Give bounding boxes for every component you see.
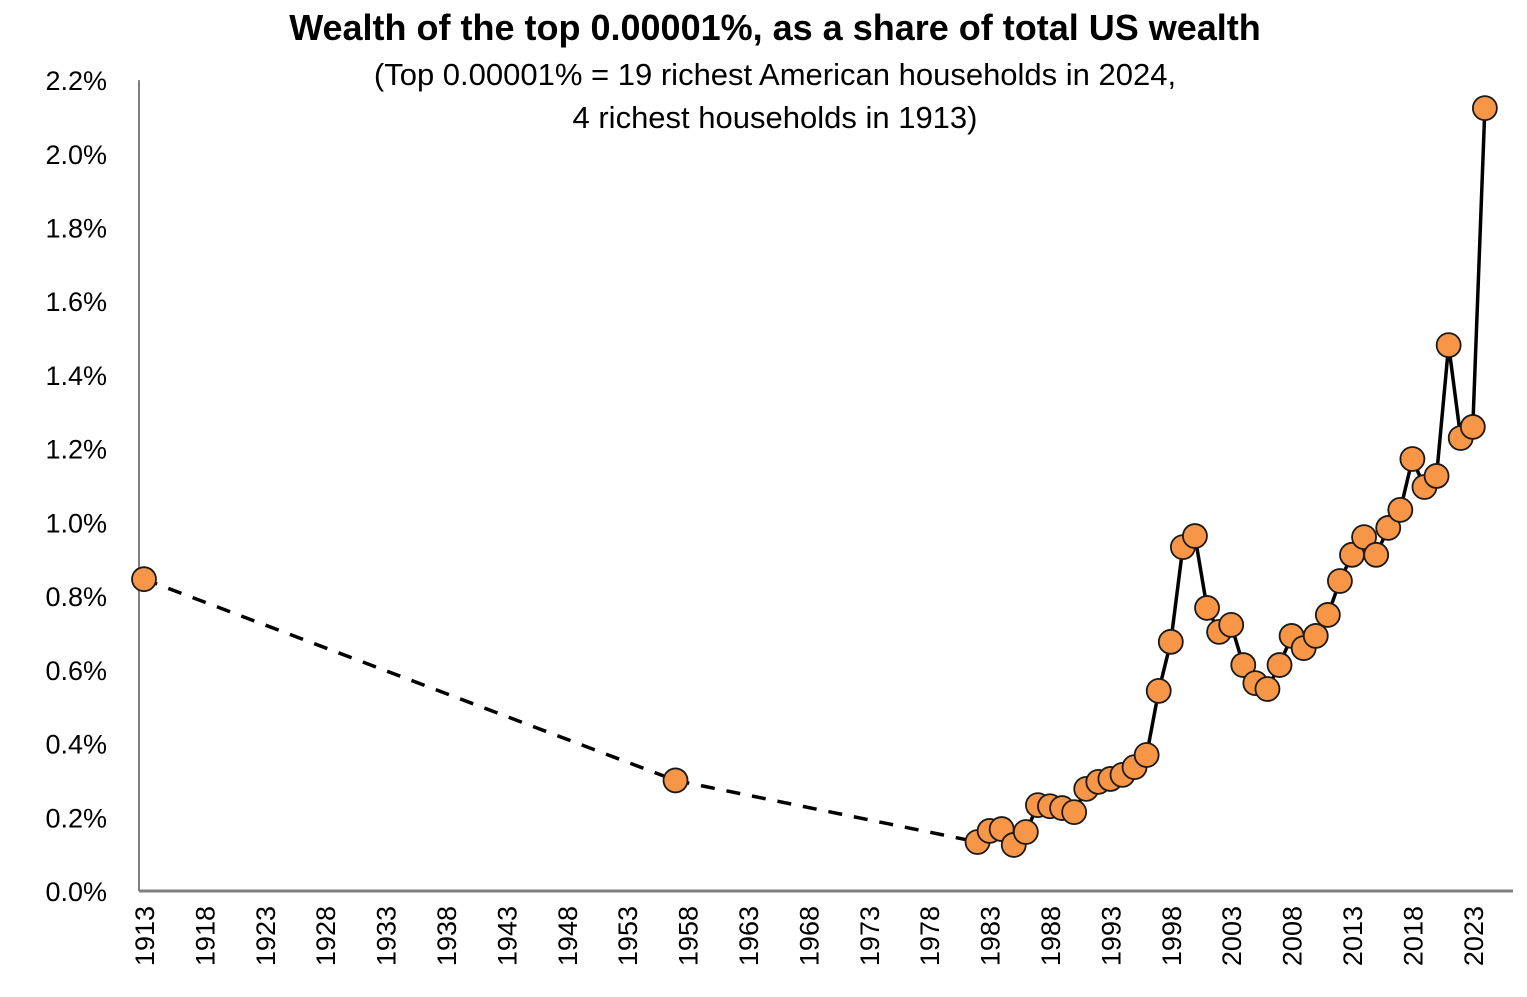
x-tick-label: 1938 [432, 906, 462, 966]
x-tick-label: 1933 [372, 906, 402, 966]
y-tick-label: 0.8% [45, 582, 107, 612]
series-lines [143, 108, 1487, 847]
x-tick-label: 2023 [1459, 906, 1489, 966]
x-tick-label: 1913 [130, 906, 160, 966]
x-tick-label: 1953 [613, 906, 643, 966]
x-tick-label: 1968 [794, 906, 824, 966]
data-point-2024 [1471, 95, 1498, 121]
data-point-1986 [1012, 819, 1039, 845]
y-axis-tick-labels: 0.0% 0.2% 0.4% 0.6% 0.8% 1.0% 1.2% 1.4% 1.6% 1.8%… [45, 66, 107, 907]
data-point-2010 [1302, 623, 1329, 649]
x-tick-label: 1918 [190, 906, 220, 966]
x-tick-label: 1948 [553, 906, 583, 966]
data-point-1996 [1133, 742, 1160, 768]
data-point-1957 [662, 767, 689, 794]
data-point-1913 [131, 566, 157, 593]
y-tick-label: 1.8% [45, 214, 107, 244]
x-tick-label: 1973 [855, 906, 885, 966]
data-point-2021 [1435, 332, 1462, 359]
y-tick-label: 0.0% [45, 877, 107, 907]
data-point-2012 [1327, 568, 1353, 594]
x-tick-label: 2013 [1338, 906, 1368, 966]
chart-title: Wealth of the top 0.00001%, as a share o… [289, 7, 1261, 48]
series-segment-dashed [675, 778, 978, 844]
chart-subtitle-line-1: (Top 0.00001% = 19 richest American hous… [374, 57, 1176, 92]
data-point-2017 [1387, 496, 1414, 523]
data-point-1990 [1061, 799, 1088, 826]
series-points [131, 95, 1498, 858]
y-tick-label: 1.6% [45, 287, 107, 317]
x-tick-label: 1923 [251, 906, 281, 966]
data-point-2015 [1363, 541, 1390, 568]
y-tick-label: 1.0% [45, 508, 107, 538]
y-tick-label: 0.2% [45, 803, 107, 833]
x-tick-label: 1988 [1036, 906, 1066, 966]
x-axis-tick-labels: 1913 1918 1923 1928 1933 1938 1943 1948 1953 1958… [130, 906, 1489, 966]
series-segment-dashed [143, 577, 677, 783]
x-tick-label: 1963 [734, 906, 764, 966]
y-tick-label: 0.4% [45, 730, 107, 760]
x-tick-label: 1928 [311, 906, 341, 966]
y-tick-label: 2.2% [45, 66, 107, 96]
x-tick-label: 1993 [1096, 906, 1126, 966]
x-tick-label: 1958 [674, 906, 704, 966]
series-segment [1169, 546, 1185, 643]
x-tick-label: 2018 [1398, 906, 1428, 966]
data-point-2014 [1351, 524, 1377, 551]
y-tick-label: 0.6% [45, 656, 107, 686]
x-tick-label: 2008 [1278, 906, 1308, 966]
data-point-2011 [1314, 602, 1341, 628]
data-point-2007 [1266, 652, 1293, 678]
data-point-2006 [1254, 676, 1281, 702]
x-tick-label: 1943 [492, 906, 522, 966]
series-segment [1471, 108, 1487, 427]
data-point-2020 [1423, 463, 1450, 489]
y-tick-label: 1.4% [45, 361, 107, 391]
x-tick-label: 1998 [1157, 906, 1187, 966]
data-point-1998 [1157, 628, 1184, 655]
y-tick-label: 1.2% [45, 435, 107, 465]
x-tick-label: 1983 [976, 906, 1006, 966]
data-point-2004 [1230, 652, 1257, 678]
data-point-2018 [1399, 446, 1426, 472]
series-segment [1446, 344, 1463, 439]
data-point-2000 [1182, 523, 1208, 549]
x-tick-label: 1978 [915, 906, 945, 966]
data-point-2016 [1375, 515, 1402, 541]
y-tick-label: 2.0% [45, 140, 107, 170]
chart-subtitle-line-2: 4 richest households in 1913) [573, 100, 978, 135]
series-segment [1434, 344, 1451, 477]
data-point-2023 [1459, 414, 1486, 440]
data-point-1997 [1145, 677, 1172, 704]
x-tick-label: 2003 [1217, 906, 1247, 966]
data-point-2001 [1194, 595, 1220, 621]
data-point-2003 [1218, 611, 1245, 638]
